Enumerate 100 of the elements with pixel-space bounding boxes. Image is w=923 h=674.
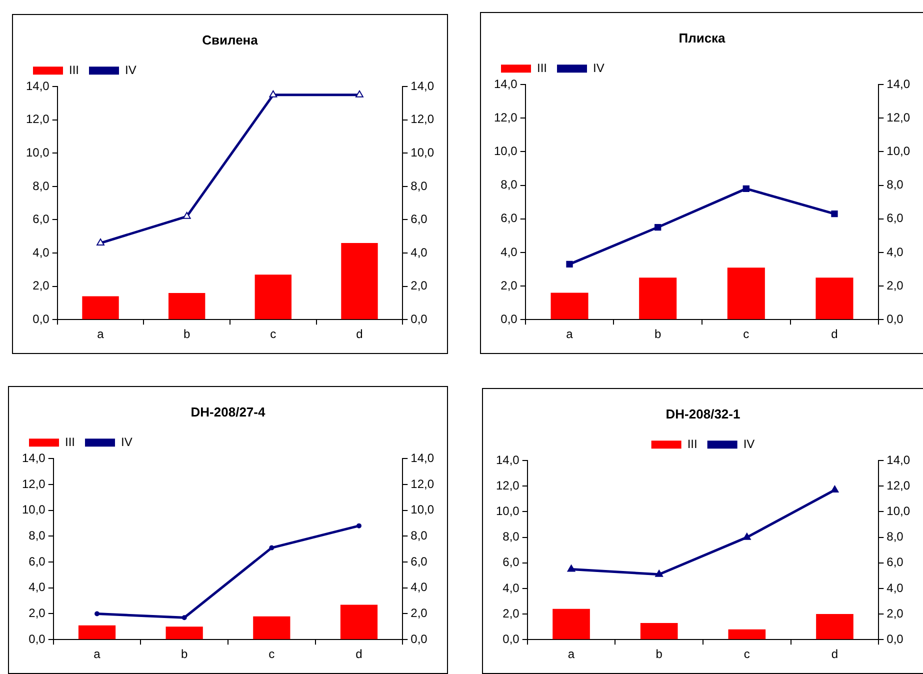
y2-tick-label: 2,0 [886,606,904,620]
y2-tick-label: 10,0 [410,502,434,517]
y-tick-label: 8,0 [32,178,50,193]
point [94,611,100,616]
x-tick-label: b [654,327,662,342]
y-tick-label: 6,0 [28,554,46,568]
point [830,486,839,493]
y-tick-label: 10,0 [26,145,50,160]
y-tick-label: 4,0 [28,580,46,594]
y-tick-label: 0,0 [502,632,520,646]
y-tick-label: 12,0 [26,112,50,126]
legend-label: IV [593,60,604,75]
bar [340,604,378,640]
y2-tick-label: 10,0 [886,504,910,518]
point [269,90,278,98]
y2-tick-label: 12,0 [410,476,434,491]
y2-tick-label: 12,0 [886,478,910,492]
y2-tick-label: 4,0 [410,580,428,594]
point [182,615,187,620]
y2-tick-label: 8,0 [410,528,428,542]
y-tick-label: 2,0 [28,606,46,620]
y2-tick-label: 0,0 [886,312,904,326]
bar [552,608,590,640]
chart-title: Плиска [678,30,726,46]
y2-tick-label: 2,0 [886,278,904,292]
chart-title: DH-208/27-4 [190,404,266,420]
y-tick-label: 10,0 [22,502,46,517]
point [655,570,664,577]
x-tick-label: c [744,647,750,662]
y-tick-label: 4,0 [32,245,50,260]
y2-tick-label: 6,0 [886,211,904,226]
legend-label: III [65,434,76,449]
y-tick-label: 6,0 [32,212,50,226]
y2-tick-label: 8,0 [886,530,904,544]
y2-tick-label: 0,0 [410,312,428,326]
point [742,185,750,192]
y2-tick-label: 12,0 [886,110,910,124]
bar [816,614,854,640]
y2-tick-label: 14,0 [410,450,434,465]
bar [82,296,119,320]
y-tick-label: 6,0 [500,211,518,226]
bar [639,278,677,320]
y2-tick-label: 10,0 [886,144,910,158]
y-tick-label: 14,0 [494,76,518,91]
y-tick-label: 10,0 [494,144,518,158]
x-tick-label: c [743,327,750,342]
y-tick-label: 14,0 [496,452,520,467]
y2-tick-label: 6,0 [886,555,904,570]
y2-tick-label: 0,0 [410,632,428,646]
point [356,90,364,98]
y2-tick-label: 14,0 [886,76,910,91]
bar [341,243,378,320]
bar [78,625,116,640]
y-tick-label: 2,0 [32,278,50,293]
y2-tick-label: 8,0 [886,178,904,192]
bar [728,629,766,640]
y-tick-label: 2,0 [502,606,520,620]
y-tick-label: 14,0 [26,78,50,93]
bar [166,626,203,640]
legend-label: III [537,60,548,75]
y-tick-label: 14,0 [22,450,46,465]
y-tick-label: 8,0 [500,178,518,192]
point [831,210,838,218]
y-tick-label: 12,0 [22,476,46,491]
chart-title: Свилена [202,32,259,48]
y2-tick-label: 2,0 [410,606,428,620]
bar [816,278,854,320]
y-tick-label: 10,0 [496,504,520,518]
x-tick-label: b [656,647,663,662]
y2-tick-label: 6,0 [410,554,428,568]
bar [168,292,206,320]
bar [727,268,765,320]
y-tick-label: 0,0 [500,312,518,326]
point [566,260,573,268]
point [654,224,662,231]
y2-tick-label: 8,0 [410,178,428,193]
x-tick-label: d [356,647,362,662]
y-tick-label: 2,0 [500,278,518,292]
x-tick-label: a [568,647,575,662]
y2-tick-label: 6,0 [410,212,428,226]
point [182,212,191,219]
legend-label: IV [121,434,132,449]
y-tick-label: 4,0 [502,580,520,595]
legend-label: IV [125,62,136,77]
legend-label: III [687,436,698,451]
y-tick-label: 4,0 [500,244,518,259]
y2-tick-label: 14,0 [886,452,910,467]
bar [253,616,290,640]
x-tick-label: a [94,647,101,662]
x-tick-label: a [97,327,104,342]
y-tick-label: 0,0 [32,312,50,326]
x-tick-label: a [566,327,574,342]
x-tick-label: d [831,647,838,662]
y-tick-label: 6,0 [502,555,520,570]
y-tick-label: 12,0 [494,110,518,124]
legend-label: IV [743,436,755,451]
x-tick-label: d [356,327,363,342]
x-tick-label: c [270,327,276,342]
chart-title: DH-208/32-1 [666,406,740,422]
x-tick-label: c [268,647,275,662]
